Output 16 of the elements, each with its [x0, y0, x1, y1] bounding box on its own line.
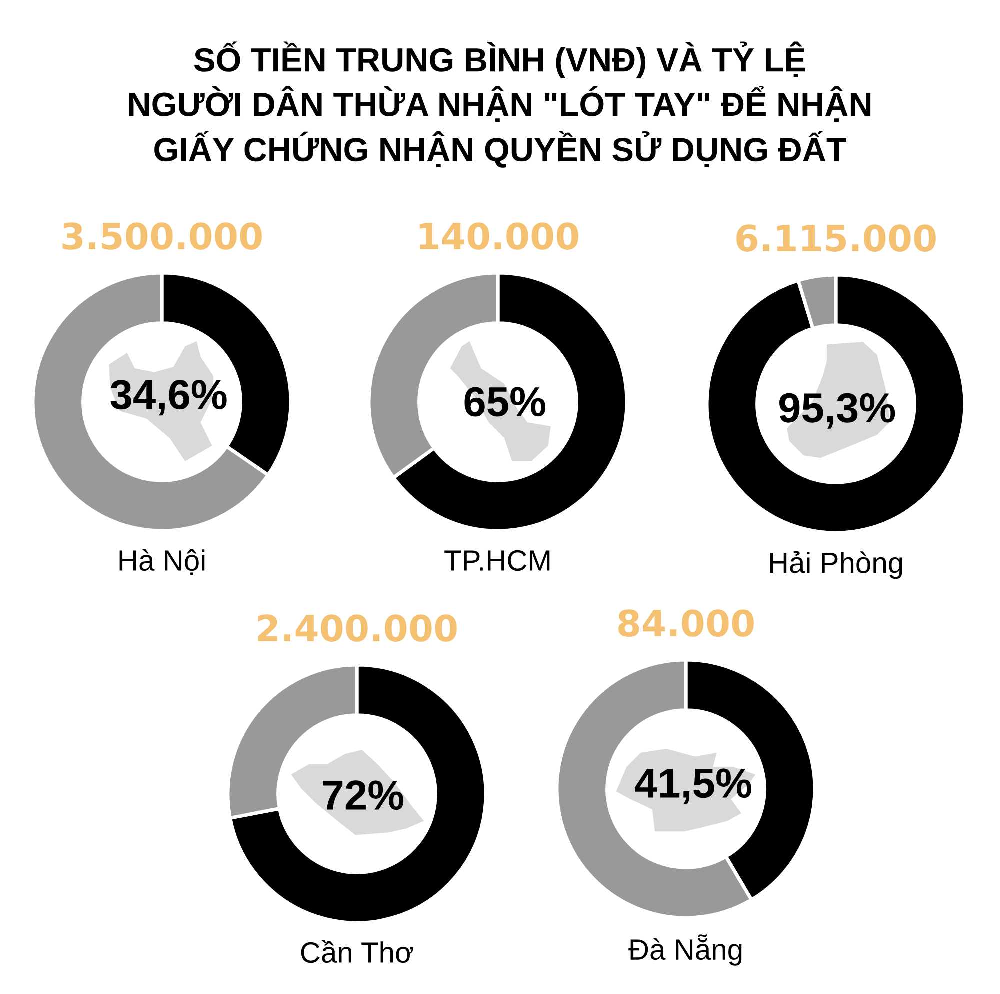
data-label: 95,3% — [780, 393, 896, 429]
data-label: 34,6% — [110, 380, 227, 416]
chart-subtitle: 6.115.000 — [736, 224, 936, 252]
chart-subtitle: 3.500.000 — [62, 222, 262, 250]
data-label: 65% — [464, 387, 546, 417]
text: TP.HCM — [444, 550, 550, 572]
chart-subtitle: 2.400.000 — [258, 614, 457, 642]
text: Hải Phòng — [770, 551, 902, 580]
chart-subtitle: 84.000 — [618, 610, 754, 637]
text: Đà Nẵng — [628, 934, 742, 966]
data-label: 41,5% — [635, 768, 752, 804]
text: SỐ TIỀN TRUNG BÌNH (VNĐ) VÀ TỶ LỆ NGƯỜI DÂN THỪA NHẬN "LÓT TAY" ĐỂ NHẬN GIẤY CHỨNG NHẬN QUYỀN SỬ DỤNG ĐẤT — [129, 42, 871, 168]
chart-subtitle: 140.000 — [420, 222, 579, 250]
text: Cần Thơ — [301, 940, 414, 964]
text: Hà Nội — [120, 549, 205, 576]
data-label: 72% — [323, 780, 404, 810]
